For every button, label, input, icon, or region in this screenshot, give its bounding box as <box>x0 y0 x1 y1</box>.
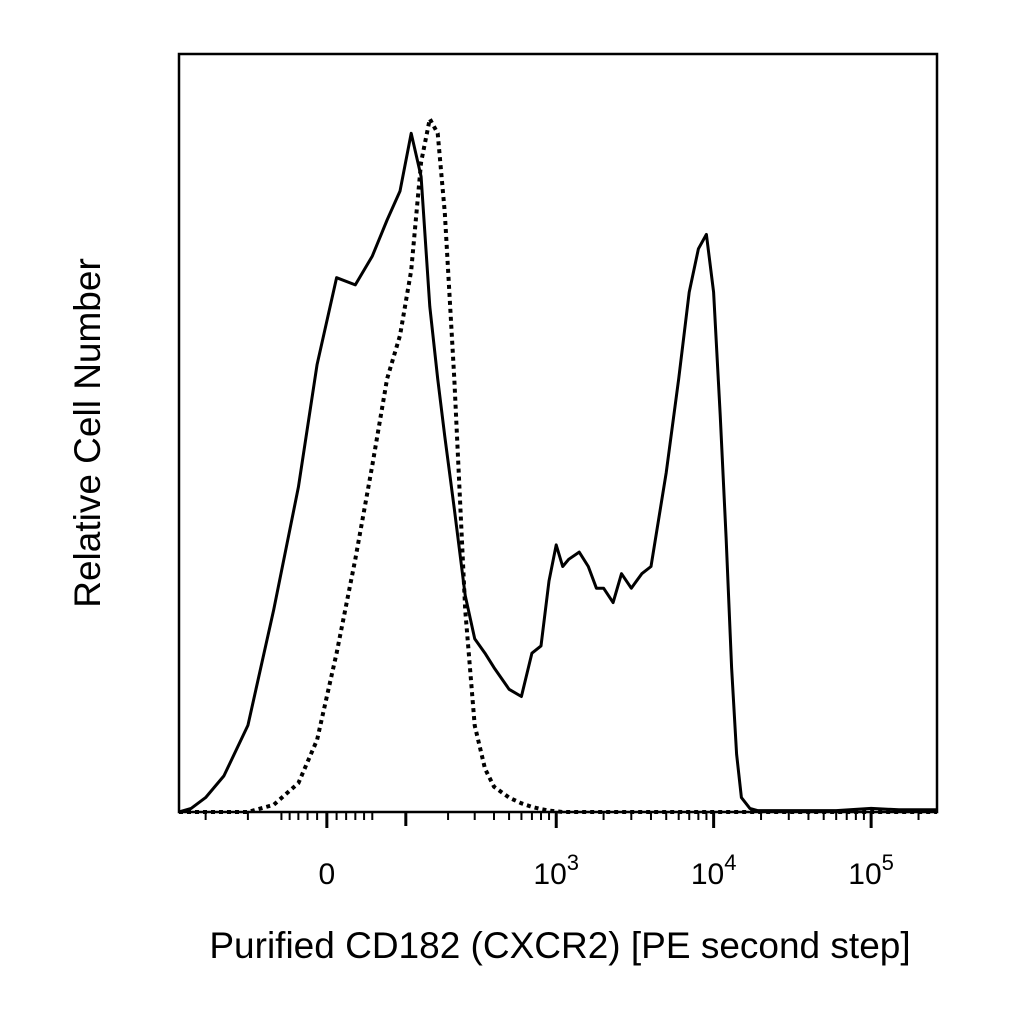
plot-frame <box>177 52 939 814</box>
x-tick-label: 0 <box>319 858 336 891</box>
y-axis-label: Relative Cell Number <box>67 258 108 608</box>
x-axis-label: Purified CD182 (CXCR2) [PE second step] <box>209 925 910 966</box>
control-histogram-line <box>179 116 937 814</box>
x-tick-label: 103 <box>533 850 579 891</box>
x-axis-ticks <box>204 812 920 828</box>
x-tick-label: 105 <box>848 850 894 891</box>
histogram-curves <box>178 116 937 814</box>
x-tick-label: 104 <box>691 850 737 891</box>
stained-histogram-line <box>178 131 937 814</box>
x-tick-labels: 0 103 104 105 <box>319 850 894 891</box>
